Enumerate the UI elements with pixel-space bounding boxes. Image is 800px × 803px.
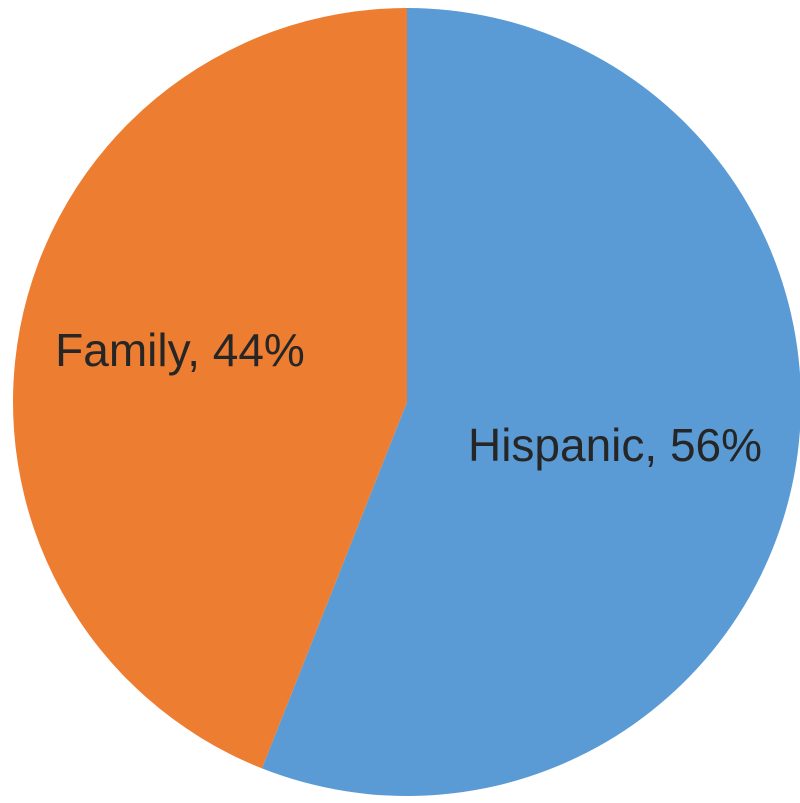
- slice-label-family: Family, 44%: [55, 324, 305, 376]
- pie-slices: [13, 8, 800, 796]
- pie-slice-hispanic: [261, 8, 800, 796]
- slice-label-hispanic: Hispanic, 56%: [468, 419, 762, 471]
- pie-slice-family: [13, 8, 407, 769]
- pie-labels: Hispanic, 56% Family, 44%: [55, 324, 762, 471]
